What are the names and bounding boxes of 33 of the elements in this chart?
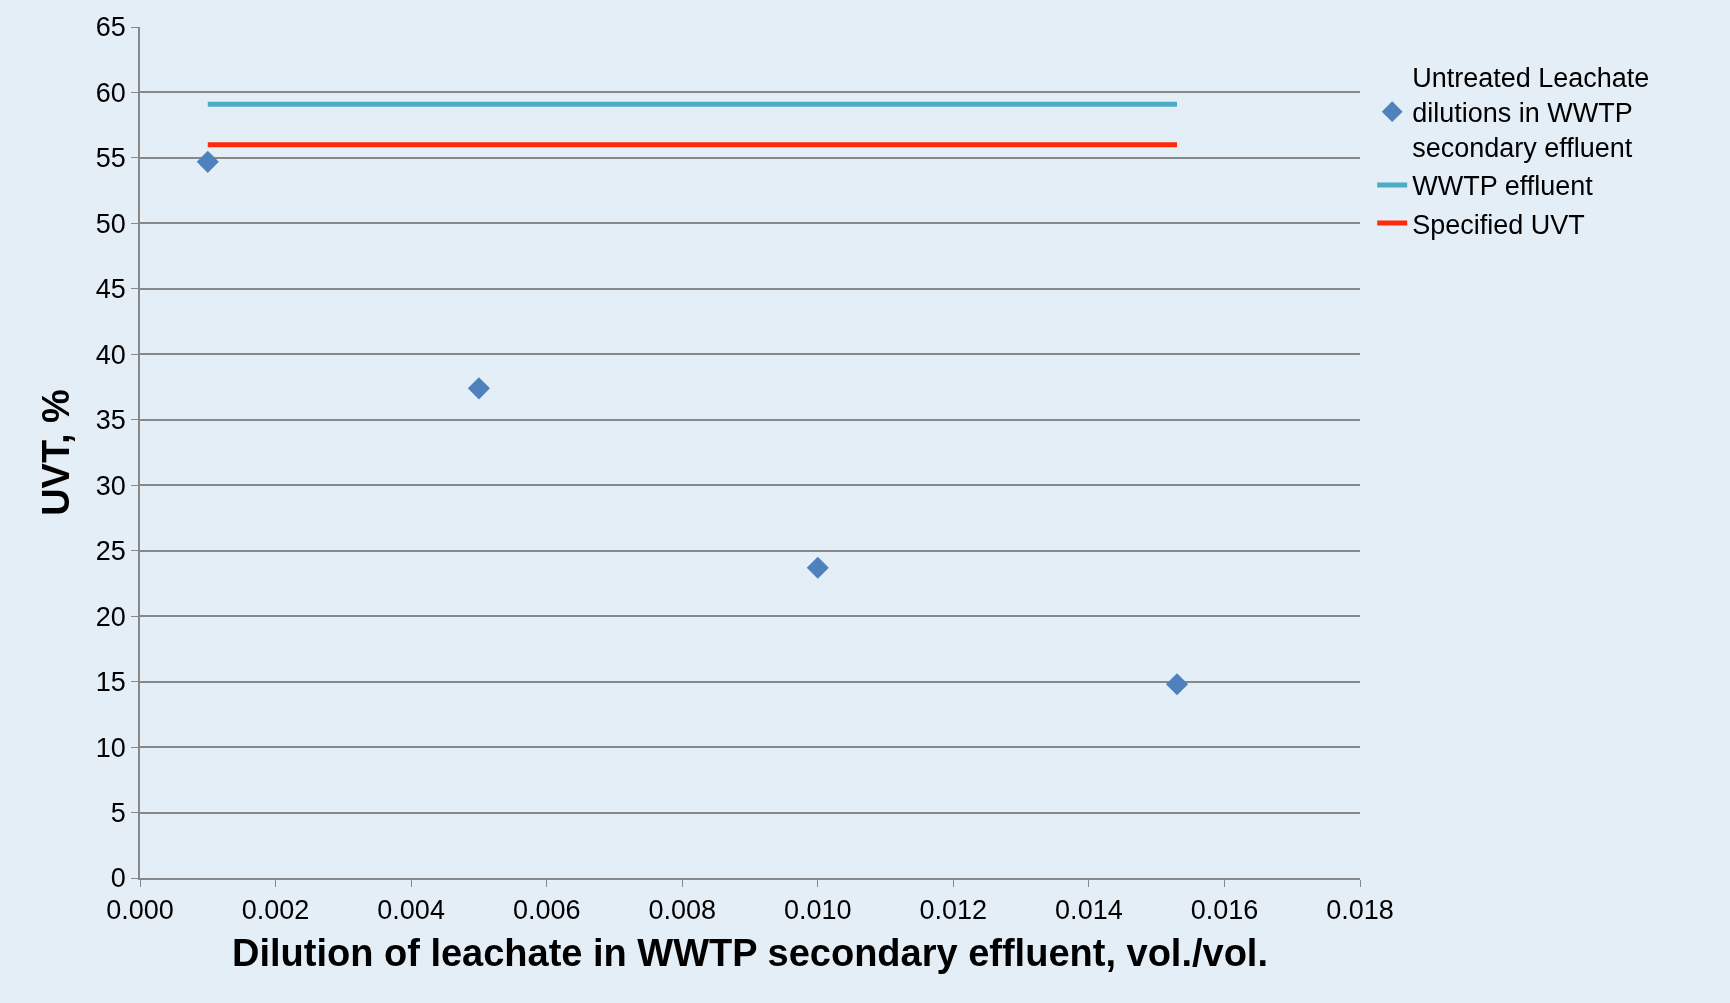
y-tick-label: 65 [95, 12, 126, 43]
point [196, 150, 219, 173]
y-tick-label: 25 [95, 536, 126, 567]
y-tick-label: 35 [95, 405, 126, 436]
x-tick-label: 0.018 [1326, 895, 1394, 926]
y-axis-title: UVT, % [34, 389, 77, 516]
y-tick-label: 20 [95, 601, 126, 632]
x-tick-label: 0.000 [106, 895, 174, 926]
legend-label: WWTP effluent [1412, 171, 1594, 202]
y-tick-label: 15 [95, 667, 126, 698]
x-tick-label: 0.014 [1055, 895, 1123, 926]
x-tick-label: 0.012 [919, 895, 988, 926]
x-tick-label: 0.016 [1190, 895, 1259, 926]
y-tick-label: 50 [95, 208, 126, 239]
x-tick-label: 0.004 [377, 895, 445, 926]
legend-label: Untreated Leachate dilutions in WWTP secondary effluent [1412, 63, 1650, 164]
y-tick-label: 60 [95, 77, 126, 108]
y-tick-label: 0 [110, 863, 126, 894]
y-tick-label: 30 [95, 470, 126, 501]
legend-label: Specified UVT [1412, 209, 1585, 240]
x-tick-label: 0.010 [783, 895, 852, 926]
x-tick-label: 0.002 [241, 895, 310, 926]
y-tick-label: 40 [95, 339, 126, 370]
y-tick-label: 10 [95, 732, 126, 763]
y-tick-label: 5 [110, 797, 126, 828]
x-tick-label: 0.006 [512, 895, 581, 926]
y-tick-label: 45 [95, 274, 126, 305]
point [806, 556, 829, 579]
point [467, 377, 490, 400]
x-axis-title: Dilution of leachate in WWTP secondary effluent, vol./vol. [232, 931, 1268, 974]
x-tick-label: 0.008 [648, 895, 717, 926]
point [1165, 673, 1189, 696]
y-tick-label: 55 [95, 143, 126, 174]
